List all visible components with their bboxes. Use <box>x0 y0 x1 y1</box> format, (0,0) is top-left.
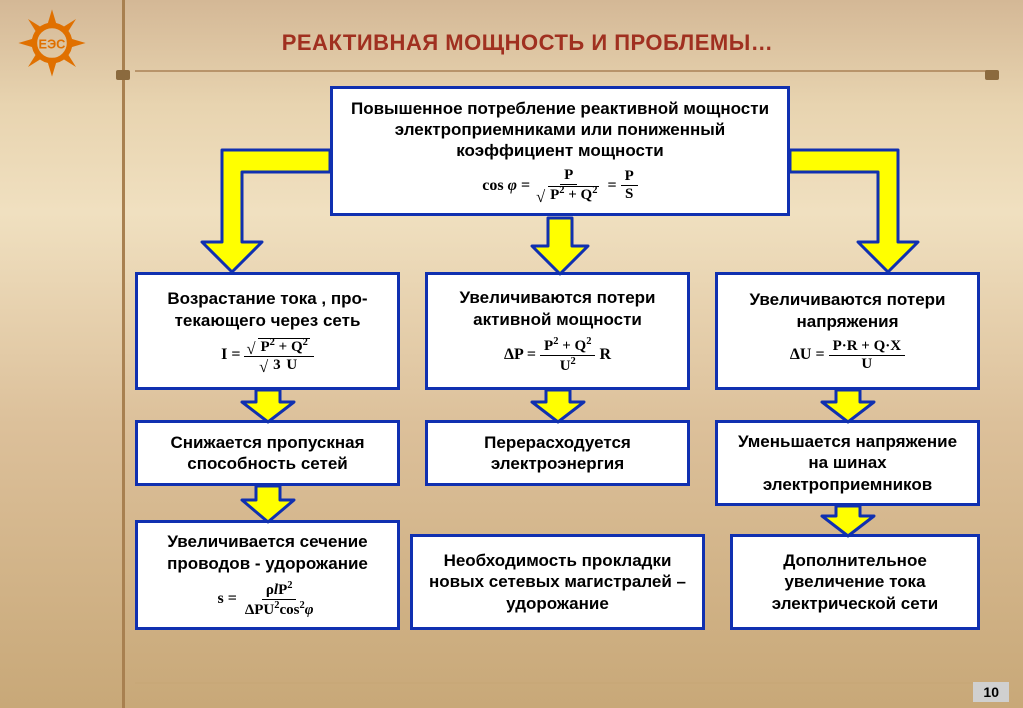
box-r1c2-formula: ΔP = P2 + Q2U2 R <box>504 336 611 375</box>
box-r1c3: Увеличиваются потери напряжения ΔU = P·R… <box>715 272 980 390</box>
logo: ЕЭС <box>12 3 92 83</box>
box-r3c1: Увеличивается сечение проводов - удорожа… <box>135 520 400 630</box>
box-r3c3: Дополнительное увеличение тока электриче… <box>730 534 980 630</box>
box-r2c1: Снижается пропускная способность сетей <box>135 420 400 486</box>
box-r2c2: Перерасходуется электроэнергия <box>425 420 690 486</box>
box-r3c3-text: Дополнительное увеличение тока электриче… <box>743 550 967 614</box>
box-r2c3-text: Уменьшается напряжение на шинах электроп… <box>728 431 967 495</box>
box-r2c3: Уменьшается напряжение на шинах электроп… <box>715 420 980 506</box>
page-title: РЕАКТИВНАЯ МОЩНОСТЬ И ПРОБЛЕМЫ… <box>92 30 1023 56</box>
box-r2c2-text: Перерасходуется электроэнергия <box>438 432 677 475</box>
box-r3c2: Необходимость прокладки новых сетевых ма… <box>410 534 705 630</box>
box-r3c1-text: Увеличивается сечение проводов - удорожа… <box>148 531 387 574</box>
box-r1c1-formula: I = P2 + Q23 U <box>221 337 314 374</box>
box-r1c1: Возрастание тока , про-текающего через с… <box>135 272 400 390</box>
box-r1c1-text: Возрастание тока , про-текающего через с… <box>148 288 387 331</box>
arrow-top-left <box>200 142 345 277</box>
arrow-top-center <box>530 216 590 276</box>
page-number: 10 <box>973 682 1009 702</box>
vertical-divider <box>122 0 125 708</box>
box-r1c2-text: Увеличиваются потери активной мощности <box>438 287 677 330</box>
box-r3c2-text: Необходимость прокладки новых сетевых ма… <box>423 550 692 614</box>
box-top: Повышенное потребление реактивной мощнос… <box>330 86 790 216</box>
box-r1c3-formula: ΔU = P·R + Q·XU <box>790 338 905 373</box>
box-r1c3-text: Увеличиваются потери напряжения <box>728 289 967 332</box>
arrow-r1c1-down <box>240 388 296 424</box>
box-r1c2: Увеличиваются потери активной мощности Δ… <box>425 272 690 390</box>
arrow-r1c2-down <box>530 388 586 424</box>
svg-text:ЕЭС: ЕЭС <box>39 37 66 52</box>
footer-divider <box>135 682 993 684</box>
arrow-top-right <box>775 142 920 277</box>
header: ЕЭС РЕАКТИВНАЯ МОЩНОСТЬ И ПРОБЛЕМЫ… <box>0 8 1023 78</box>
arrow-r2c3-down <box>820 504 876 538</box>
flowchart: Повышенное потребление реактивной мощнос… <box>135 82 993 678</box>
arrow-r2c1-down <box>240 484 296 524</box>
box-r3c1-formula: s = ρlP2ΔPU2cos2φ <box>217 580 317 619</box>
box-top-text: Повышенное потребление реактивной мощнос… <box>343 98 777 162</box>
box-top-formula: cosφ = PP2 + Q2 = PS <box>482 167 638 204</box>
arrow-r1c3-down <box>820 388 876 424</box>
box-r2c1-text: Снижается пропускная способность сетей <box>148 432 387 475</box>
